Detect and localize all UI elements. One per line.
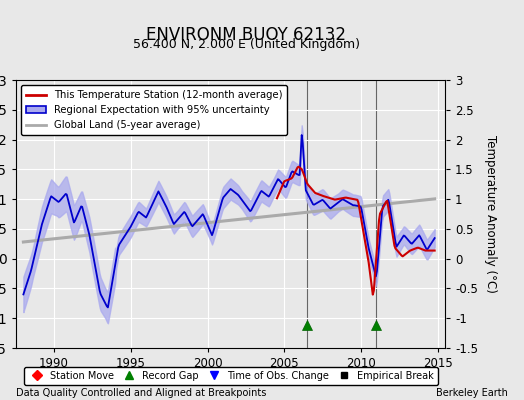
Text: ENVIRONM BUOY 62132: ENVIRONM BUOY 62132 (146, 26, 346, 44)
Legend: Station Move, Record Gap, Time of Obs. Change, Empirical Break: Station Move, Record Gap, Time of Obs. C… (24, 367, 438, 385)
Text: Berkeley Earth: Berkeley Earth (436, 388, 508, 398)
Text: Data Quality Controlled and Aligned at Breakpoints: Data Quality Controlled and Aligned at B… (16, 388, 266, 398)
Text: 56.400 N, 2.000 E (United Kingdom): 56.400 N, 2.000 E (United Kingdom) (133, 38, 360, 51)
Y-axis label: Temperature Anomaly (°C): Temperature Anomaly (°C) (484, 135, 497, 293)
